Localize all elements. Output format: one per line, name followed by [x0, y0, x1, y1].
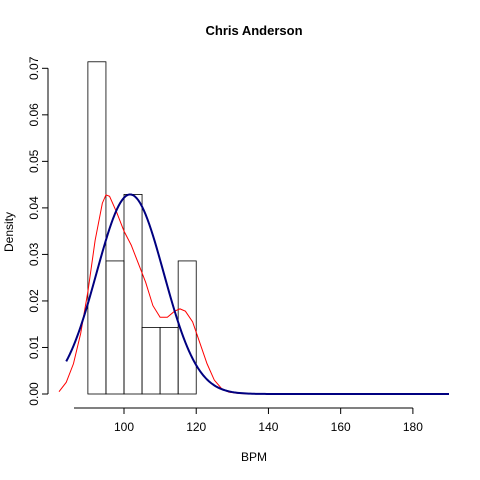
histogram-bars [87, 61, 197, 395]
y-tick-label-3: 0.03 [27, 242, 41, 266]
histogram-bar-2 [123, 193, 143, 395]
x-tick-label-1: 120 [186, 420, 206, 434]
histogram-bar-0 [87, 61, 107, 395]
histogram-bar-4 [159, 327, 179, 395]
y-tick-label-2: 0.02 [27, 289, 41, 313]
y-axis-label: Density [2, 212, 16, 252]
histogram-bar-5 [177, 260, 197, 395]
y-tick-label-7: 0.07 [27, 56, 41, 80]
x-tick-label-3: 160 [331, 420, 351, 434]
histogram-bar-3 [141, 327, 161, 395]
y-axis: 0.00 0.01 0.02 0.03 0.04 0.05 0.06 0.07 [27, 56, 49, 406]
y-tick-label-6: 0.06 [27, 103, 41, 127]
y-tick-label-4: 0.04 [27, 196, 41, 220]
histogram-bar-1 [105, 260, 125, 395]
normal-curve [65, 193, 449, 395]
x-tick-label-0: 100 [114, 420, 134, 434]
y-tick-label-0: 0.00 [27, 382, 41, 406]
x-axis-label: BPM [241, 450, 267, 464]
x-tick-label-2: 140 [258, 420, 278, 434]
x-axis: 100 120 140 160 180 [74, 407, 423, 434]
y-tick-label-1: 0.01 [27, 335, 41, 359]
density-curves [58, 193, 449, 395]
kde-curve [58, 194, 449, 395]
chart-title: Chris Anderson [205, 23, 302, 38]
x-tick-label-4: 180 [403, 420, 423, 434]
y-tick-label-5: 0.05 [27, 149, 41, 173]
